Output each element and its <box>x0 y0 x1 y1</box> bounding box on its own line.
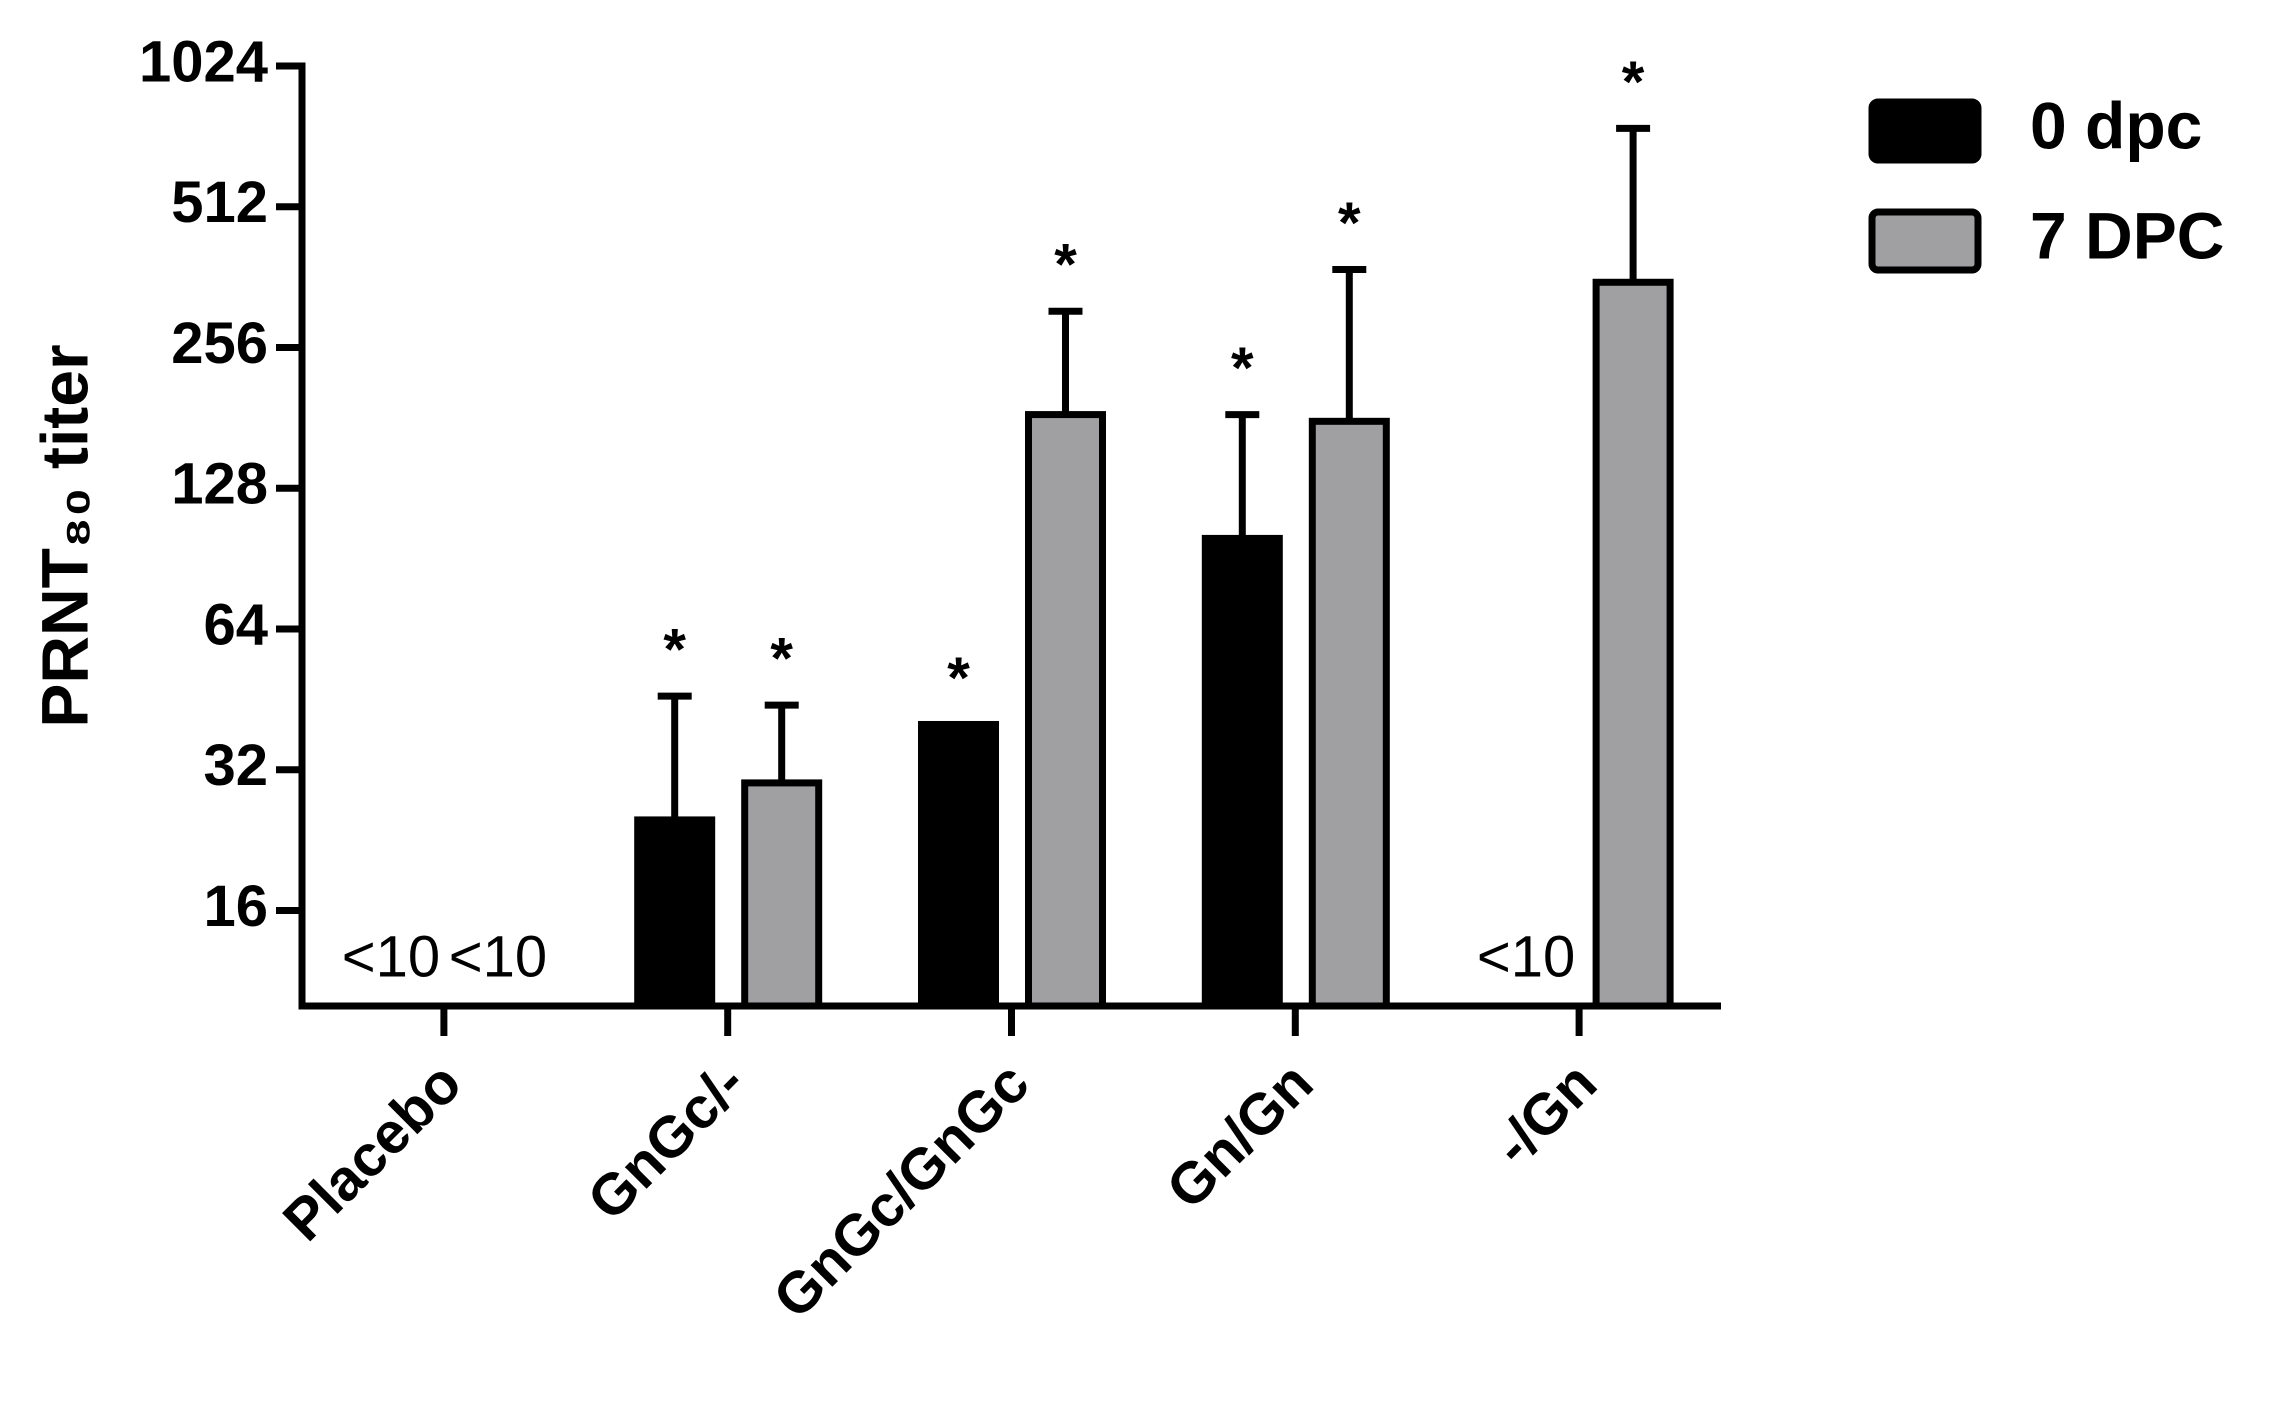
y-tick-label: 1024 <box>139 29 268 94</box>
y-tick-label: 256 <box>171 311 268 376</box>
y-tick-label: 16 <box>203 874 268 939</box>
y-tick-label: 32 <box>203 733 268 798</box>
legend-label: 0 dpc <box>2030 88 2202 162</box>
significance-mark: * <box>1338 191 1361 256</box>
significance-mark: * <box>1622 50 1645 115</box>
bar <box>918 720 999 1010</box>
bar <box>1308 417 1390 1010</box>
bar <box>1025 411 1106 1010</box>
value-label: <10 <box>449 924 547 989</box>
legend-label: 7 DPC <box>2030 198 2224 272</box>
legend-swatch <box>1868 98 1982 164</box>
x-tick-label: Placebo <box>271 1050 474 1253</box>
significance-mark: * <box>1054 233 1077 298</box>
bar <box>1201 534 1283 1010</box>
x-tick-label: GnGc/GnGc <box>761 1050 1042 1331</box>
legend-swatch <box>1868 208 1982 274</box>
bar <box>1592 278 1674 1010</box>
significance-mark: * <box>947 646 970 711</box>
x-tick-label: -/Gn <box>1481 1050 1609 1178</box>
y-tick-label: 128 <box>171 452 268 517</box>
significance-mark: * <box>663 617 686 682</box>
y-tick-label: 64 <box>203 592 268 657</box>
bar <box>634 816 716 1010</box>
y-axis-title: PRNT₈₀ titer <box>27 344 101 727</box>
y-tick-label: 512 <box>171 170 268 235</box>
x-tick-label: GnGc/- <box>575 1050 758 1233</box>
value-label: <10 <box>342 924 440 989</box>
bar <box>741 779 823 1010</box>
x-tick-label: Gn/Gn <box>1154 1050 1325 1221</box>
significance-mark: * <box>1231 336 1254 401</box>
significance-mark: * <box>770 626 793 691</box>
value-label: <10 <box>1477 924 1575 989</box>
